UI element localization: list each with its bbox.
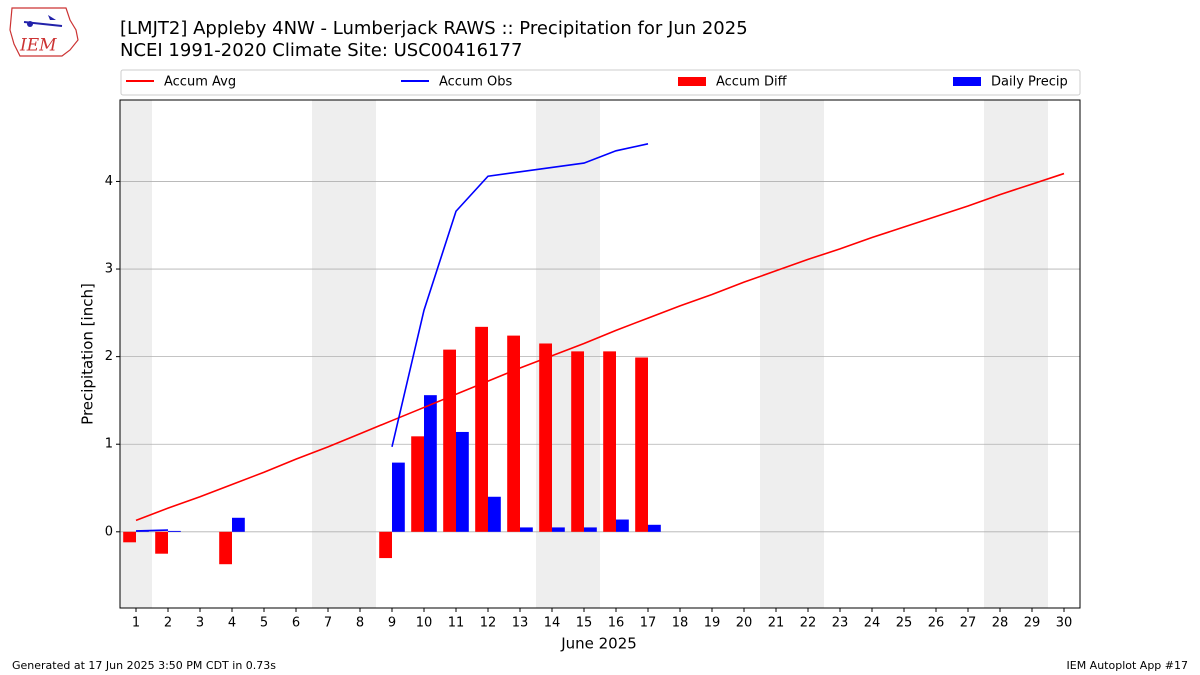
x-tick-label: 17 [640,616,657,631]
y-tick-label: 4 [105,174,113,189]
bar [411,436,424,532]
logo: IEM [9,7,79,57]
x-tick-label: 27 [960,616,977,631]
x-tick-label: 11 [448,616,465,631]
footer-left: Generated at 17 Jun 2025 3:50 PM CDT in … [12,659,276,672]
bar [232,517,245,532]
x-tick-label: 14 [544,616,561,631]
y-tick-label: 0 [105,524,113,539]
legend-patch [678,77,706,86]
chart-title: [LMJT2] Appleby 4NW - Lumberjack RAWS ::… [120,18,748,39]
x-tick-label: 29 [1024,616,1041,631]
weekend-shade [344,100,376,608]
bar [539,343,552,532]
x-tick-label: 10 [416,616,433,631]
bar [456,431,469,532]
bar [168,530,181,532]
x-tick-label: 13 [512,616,529,631]
bar [571,351,584,532]
bar [507,335,520,532]
y-tick-label: 2 [105,349,113,364]
bar [392,462,405,532]
line-series [135,143,649,532]
bar [155,531,168,554]
weekend-shade [312,100,344,608]
y-tick-label: 3 [105,262,113,277]
x-axis-label: June 2025 [560,635,637,653]
x-tick-label: 23 [832,616,849,631]
bar [552,527,565,532]
legend-patch [953,77,981,86]
weekend-shade [120,100,152,608]
weekend-shade [984,100,1016,608]
x-tick-label: 28 [992,616,1009,631]
x-tick-label: 16 [608,616,625,631]
bar [520,527,533,532]
legend-box [120,69,1081,96]
x-tick-label: 25 [896,616,913,631]
legend-label: Accum Avg [164,75,236,90]
weekend-shade [760,100,792,608]
bar [648,524,661,532]
weekend-shade [792,100,824,608]
bar [616,519,629,532]
bar [219,531,232,565]
x-tick-label: 19 [704,616,721,631]
x-tick-label: 15 [576,616,593,631]
x-tick-label: 2 [164,616,172,631]
bar [488,496,501,532]
x-tick-label: 7 [324,616,332,631]
bar [584,527,597,532]
x-tick-label: 18 [672,616,689,631]
legend-label: Accum Diff [716,75,788,90]
bar [379,531,392,559]
x-tick-label: 26 [928,616,945,631]
x-tick-label: 4 [228,616,236,631]
bar [123,531,136,543]
x-tick-label: 21 [768,616,785,631]
bar [635,357,648,532]
plot-frame [119,99,1081,609]
x-tick-label: 12 [480,616,497,631]
y-tick-label: 1 [105,437,113,452]
x-tick-label: 24 [864,616,881,631]
x-tick-label: 8 [356,616,364,631]
x-tick-label: 9 [388,616,396,631]
footer-right: IEM Autoplot App #17 [1067,659,1189,672]
x-tick-label: 6 [292,616,300,631]
logo-text: IEM [19,36,57,56]
bar [443,349,456,532]
legend-label: Accum Obs [439,75,512,90]
x-tick-label: 30 [1056,616,1073,631]
x-tick-label: 22 [800,616,817,631]
x-tick-label: 1 [132,616,140,631]
x-tick-label: 3 [196,616,204,631]
bar [424,395,437,532]
line-series [135,172,1065,522]
y-axis-label: Precipitation [inch] [79,283,97,425]
x-tick-label: 20 [736,616,753,631]
x-tick-label: 5 [260,616,268,631]
bar [475,326,488,532]
legend-label: Daily Precip [991,75,1068,90]
bar [603,351,616,532]
chart-subtitle: NCEI 1991-2020 Climate Site: USC00416177 [120,40,522,61]
